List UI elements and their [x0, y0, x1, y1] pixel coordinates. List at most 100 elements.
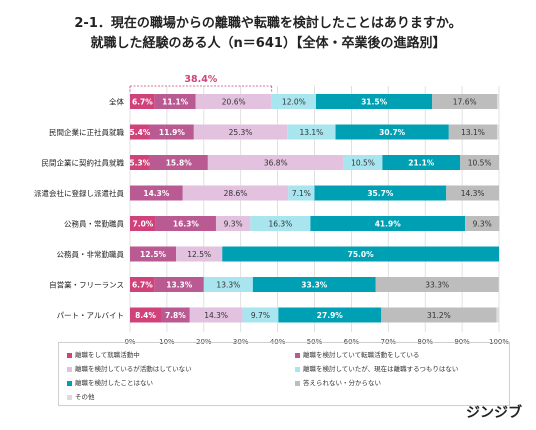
- bar-segment: [160, 307, 190, 323]
- data-label: 15.8%: [166, 159, 193, 168]
- legend: 離職をして就職活動中 離職を検討していて転職活動をしている離職を検討しているが活動…: [58, 342, 510, 406]
- brand-logo: ジンジブ: [466, 405, 522, 421]
- data-label: 11.1%: [162, 98, 189, 107]
- bar-segment: [215, 216, 251, 231]
- bar-segment: [130, 277, 155, 292]
- category-label: 公務員・非常勤職員: [57, 249, 125, 259]
- data-label: 13.3%: [216, 281, 240, 290]
- category-label: パート・アルバイト: [57, 311, 124, 320]
- data-label: 31.2%: [427, 311, 451, 320]
- data-label: 5.3%: [129, 159, 150, 168]
- bar-segment: [314, 185, 447, 201]
- data-label: 7.1%: [292, 189, 311, 198]
- bar-segment: [154, 277, 204, 292]
- data-label: 10.5%: [351, 159, 375, 168]
- category-label: 民間企業に契約社員就職: [42, 158, 125, 168]
- bar-segment: [130, 307, 161, 323]
- data-label: 20.6%: [222, 98, 246, 107]
- bar-segment: [278, 307, 382, 323]
- bar-segment: [382, 155, 461, 170]
- legend-label: 離職をして就職活動中: [75, 351, 140, 359]
- bar-segment: [195, 94, 272, 109]
- bar-segment: [497, 124, 499, 140]
- data-label: 7.0%: [133, 220, 154, 229]
- data-label: 14.3%: [204, 311, 228, 320]
- data-label: 13.1%: [299, 128, 323, 137]
- bar-segment: [496, 307, 499, 323]
- data-label: 41.9%: [375, 220, 402, 229]
- data-label: 10.5%: [468, 159, 492, 168]
- bar-segment: [189, 307, 243, 323]
- bar-segment: [288, 185, 315, 201]
- bar-segment: [446, 185, 499, 201]
- bar-segment: [207, 155, 344, 170]
- bar-segment: [335, 124, 449, 140]
- data-label: 11.9%: [159, 128, 186, 137]
- data-label: 30.7%: [379, 128, 406, 137]
- bar-segment: [193, 124, 288, 140]
- data-label: 33.3%: [425, 281, 449, 290]
- category-label: 派遣会社に登録し派遣社員: [34, 188, 124, 198]
- category-label: 公務員・常勤職員: [64, 219, 124, 229]
- data-label: 12.5%: [187, 250, 211, 259]
- data-label: 21.1%: [408, 159, 435, 168]
- callout-label: 38.4%: [184, 74, 217, 85]
- bar-segment: [203, 277, 253, 292]
- bar-segment: [130, 216, 156, 231]
- bar-segment: [271, 94, 316, 109]
- bar-segment: [460, 155, 499, 170]
- bar-segment: [149, 124, 194, 140]
- bar-segment: [432, 94, 498, 109]
- bar-segment: [375, 277, 499, 292]
- bar-segment: [252, 277, 376, 292]
- legend-swatch: [67, 380, 72, 386]
- legend-swatch: [295, 380, 300, 386]
- legend-item: 離職を検討していて転職活動をしている: [295, 349, 419, 359]
- data-label: 8.4%: [135, 311, 156, 320]
- data-label: 9.7%: [251, 311, 270, 320]
- bar-segment: [242, 307, 279, 323]
- bar-segment: [448, 124, 498, 140]
- bar-segment: [315, 94, 433, 109]
- bar-segment: [465, 216, 500, 231]
- bar-segment: [310, 216, 466, 231]
- data-label: 13.3%: [166, 281, 193, 290]
- legend-item: 離職を検討しているが活動はしていない: [67, 363, 192, 373]
- data-label: 36.8%: [264, 159, 288, 168]
- legend-swatch: [67, 352, 72, 358]
- data-label: 12.0%: [282, 98, 306, 107]
- bar-segment: [130, 246, 177, 262]
- legend-swatch: [67, 366, 72, 372]
- legend-item: 離職を検討していたが、現在は離職するつもりはない: [295, 363, 458, 373]
- bar-segment: [497, 94, 499, 109]
- chart-subtitle: 就職した経験のある人（n＝641）【全体・卒業後の進路別】: [90, 36, 446, 51]
- bar-segment: [182, 185, 289, 201]
- legend-item: 離職を検討したことはない: [67, 377, 153, 387]
- bar-segment: [130, 155, 150, 170]
- chart-title: 2-1．現在の職場からの離職や転職を検討したことはありますか。: [74, 16, 462, 31]
- legend-label: 離職を検討したことはない: [75, 379, 153, 387]
- data-label: 14.3%: [461, 189, 485, 198]
- bar-segment: [130, 94, 155, 109]
- data-label: 16.3%: [173, 220, 200, 229]
- data-label: 33.3%: [301, 281, 328, 290]
- data-label: 6.7%: [132, 98, 153, 107]
- bar-segment: [130, 124, 150, 140]
- data-label: 28.6%: [224, 189, 248, 198]
- data-label: 7.8%: [165, 311, 186, 320]
- data-label: 16.3%: [268, 220, 292, 229]
- bar-segment: [155, 216, 216, 231]
- bar-segment: [381, 307, 497, 323]
- data-label: 13.1%: [461, 128, 485, 137]
- legend-label: 離職を検討しているが活動はしていない: [75, 365, 192, 373]
- bar-segment: [343, 155, 383, 170]
- data-label: 6.7%: [132, 281, 153, 290]
- legend-swatch: [295, 352, 300, 358]
- legend-item: 答えられない・分からない: [295, 377, 381, 387]
- bar-segment: [154, 94, 196, 109]
- category-label: 民間企業に正社員就職: [49, 127, 124, 137]
- bar-segment: [130, 185, 183, 201]
- category-label: 自営業・フリーランス: [49, 280, 124, 290]
- data-label: 25.3%: [229, 128, 253, 137]
- data-label: 12.5%: [140, 250, 167, 259]
